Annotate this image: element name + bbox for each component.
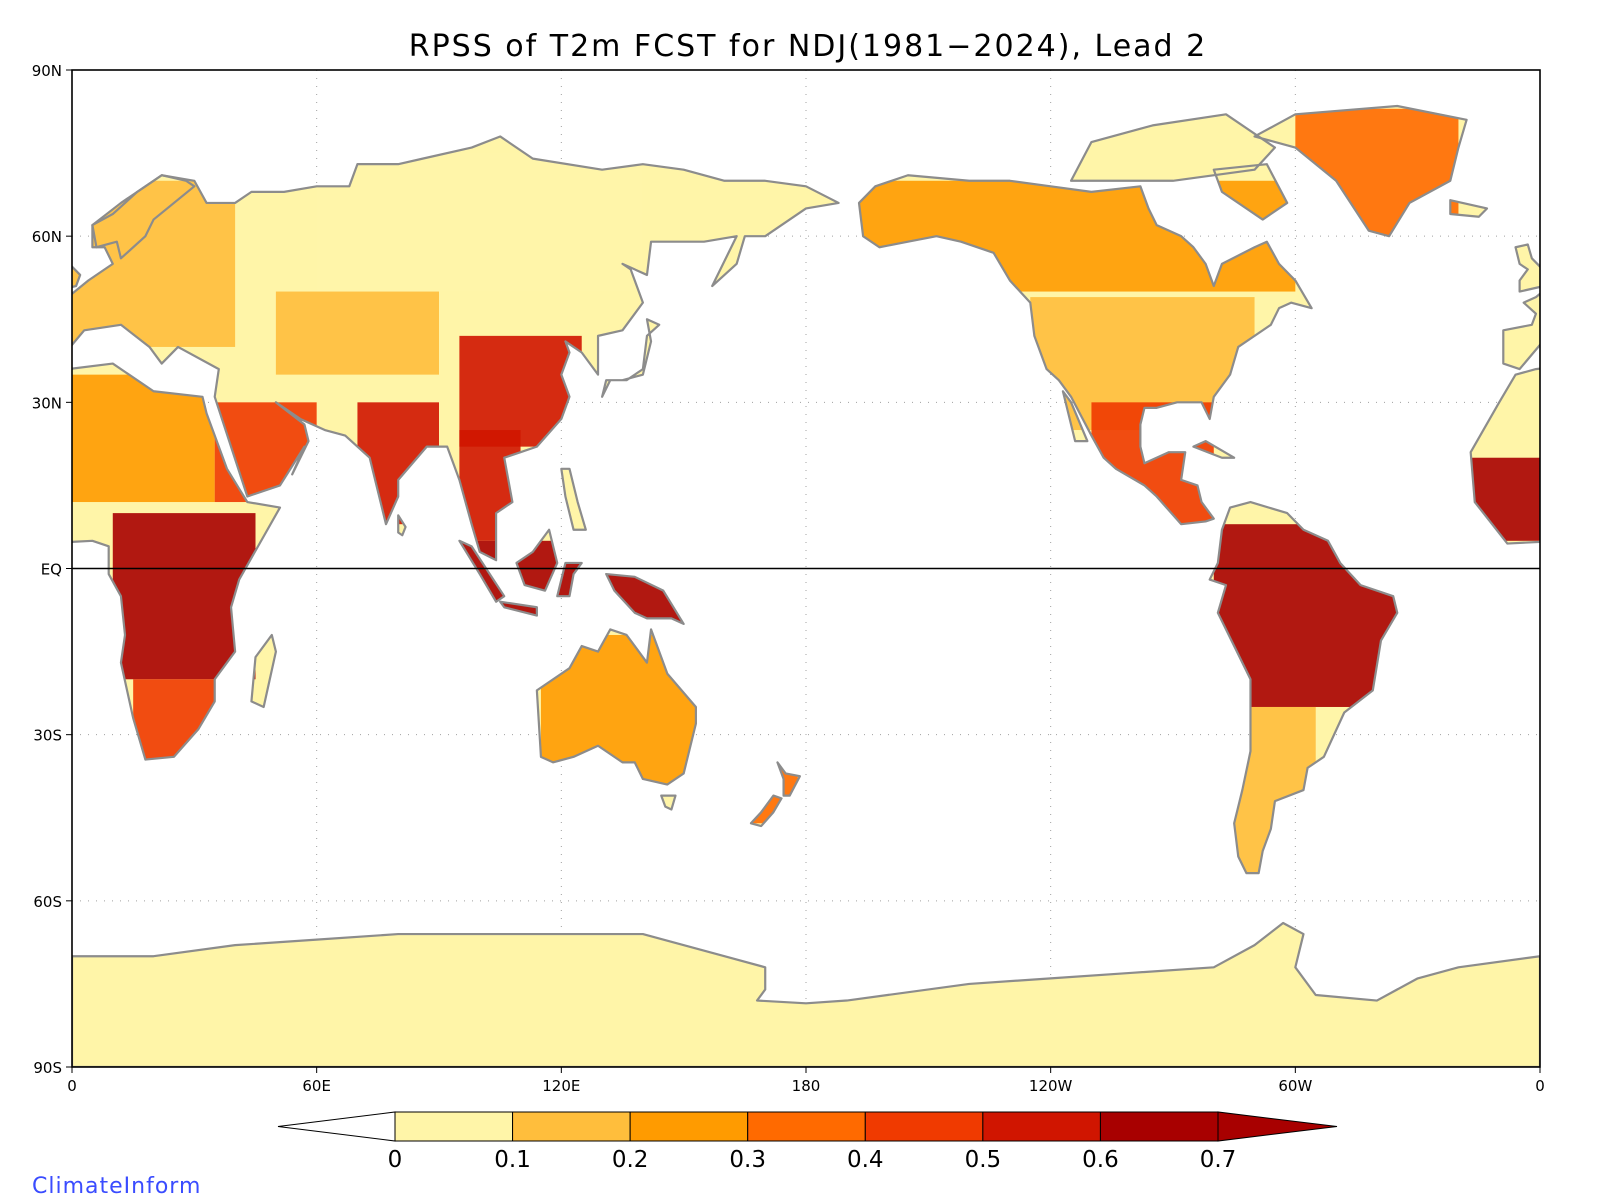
coastline-sri-lanka [397,514,407,537]
x-tick-label: 180 [792,1077,821,1095]
land-iceland [1450,200,1487,217]
coastline-cuba [1192,440,1236,459]
coastline-australia [535,628,698,786]
coastline-baffin [1212,163,1289,221]
land-madagascar [251,634,276,707]
coastline-uk [72,265,82,289]
coastline-japan [601,318,661,398]
legend-label: 0.4 [847,1147,884,1173]
legend-label: 0.5 [965,1147,1002,1173]
land-uk [1515,244,1540,292]
x-axis: 0 60E 120E 180 120W 60W 0 [67,1067,1545,1095]
coastline-new-zealand-s [749,794,783,828]
y-axis: 90N 60N 30N EQ 30S 60S 90S [32,62,72,1077]
coastline-philippines [560,467,587,531]
legend-swatch [394,1111,514,1142]
x-tick-label: 0 [1535,1077,1545,1095]
legend-swatch [512,1111,631,1142]
x-tick-label: 120E [542,1077,580,1095]
legend-swatch [629,1111,749,1142]
y-tick-label: EQ [41,561,62,579]
y-tick-label: 30S [33,727,62,745]
coastline-java [499,600,538,617]
rpss-region [112,513,256,680]
legend-swatch [864,1111,984,1142]
coastline-uk [1514,243,1540,293]
legend-arrow-low [277,1111,396,1142]
rpss-region [275,291,439,375]
coastline-antarctica [72,921,1540,1067]
legend-label: 0.3 [729,1147,766,1173]
legend-swatch [747,1111,866,1142]
legend-swatch [1099,1111,1219,1142]
credit-text: ClimateInform [32,1174,201,1199]
x-tick-label: 60W [1278,1077,1312,1095]
coastline-iceland [1449,199,1489,218]
x-tick-label: 0 [67,1077,77,1095]
land-eurasia [1503,293,1540,370]
legend-label: 0.7 [1200,1147,1237,1173]
y-tick-label: 90S [33,1059,62,1077]
legend-label: 0.6 [1082,1147,1119,1173]
coastline-africa [72,362,282,761]
y-tick-label: 90N [32,62,62,80]
legend-label: 0.1 [494,1147,531,1173]
coastline-baja [1061,390,1089,443]
coastline-new-zealand-n [776,761,801,797]
coastline-borneo [515,528,559,592]
color-legend: 0 0.1 0.2 0.3 0.4 0.5 0.6 0.7 [277,1111,1338,1173]
coastline-new-guinea [605,572,685,625]
land-philippines [561,468,586,530]
y-tick-label: 60S [33,893,62,911]
coastline-south-america [1208,500,1399,875]
legend-label: 0 [388,1147,403,1173]
coastline-tasmania [660,794,677,811]
land-japan [602,319,660,397]
land-antarctica [72,922,1540,1067]
coastlines [72,104,1540,1067]
coastline-arctic-islands [1069,113,1277,182]
land-arctic-islands [1071,114,1275,181]
legend-arrow-high [1217,1111,1338,1142]
y-tick-label: 30N [32,394,62,412]
x-tick-label: 60E [302,1077,331,1095]
legend-label: 0.2 [612,1147,649,1173]
legend-swatch [982,1111,1101,1142]
y-tick-label: 60N [32,228,62,246]
coastline-eurasia [72,135,840,562]
chart-title: RPSS of T2m FCST for NDJ(1981−2024), Lea… [409,29,1207,64]
x-tick-label: 120W [1029,1077,1073,1095]
coastline-north-america [857,174,1313,526]
rpss-region [316,153,643,292]
map-area [71,69,1541,1068]
coastline-madagascar [250,633,277,709]
coastline-greenland [1253,104,1468,238]
coastline-scandinavia-north [91,174,196,260]
